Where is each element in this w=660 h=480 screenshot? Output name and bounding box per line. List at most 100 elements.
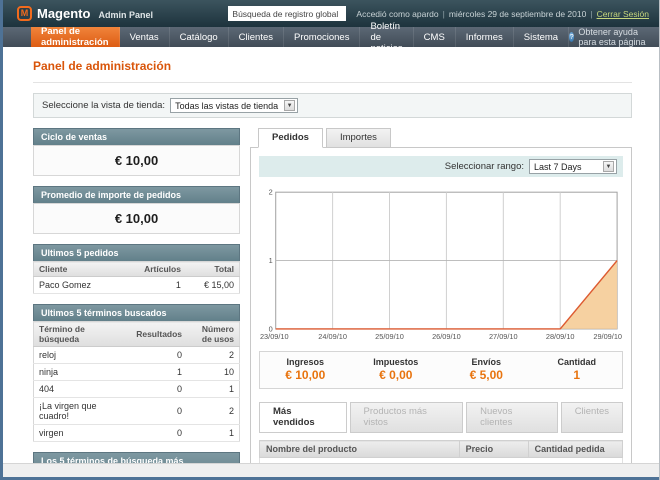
svg-text:26/09/10: 26/09/10 <box>432 332 461 341</box>
total-value: € 5,00 <box>469 368 503 382</box>
current-date: miércoles 29 de septiembre de 2010 <box>448 8 587 19</box>
nav-item-5[interactable]: Boletín de noticias <box>360 21 414 54</box>
svg-text:29/09/10: 29/09/10 <box>593 332 622 341</box>
cell: 0 <box>131 380 188 398</box>
logout-link[interactable]: Cerrar Sesión <box>596 8 649 19</box>
svg-text:0: 0 <box>269 324 273 333</box>
total-value: 1 <box>573 368 581 382</box>
average-orders-module: Promedio de importe de pedidos € 10,00 <box>33 186 240 234</box>
store-view-value: Todas las vistas de tienda <box>175 100 279 111</box>
tab-1[interactable]: Importes <box>325 128 391 148</box>
average-orders-value: € 10,00 <box>33 203 240 234</box>
dashboard-main: Pedidos Importes Seleccionar rango: Last … <box>250 128 632 480</box>
cell: 404 <box>33 380 132 398</box>
range-selector-bar: Seleccionar rango: Last 7 Days ▼ <box>259 156 623 177</box>
svg-text:1: 1 <box>269 256 273 265</box>
cell: 2 <box>187 397 240 425</box>
total-cantidad: Cantidad 1 <box>532 357 623 382</box>
cell: 1 <box>131 363 188 381</box>
range-select[interactable]: Last 7 Days ▼ <box>529 159 617 174</box>
nav-item-0[interactable]: Panel de administración <box>31 26 120 48</box>
last-search-terms-table: Término de búsqueda Resultados Número de u… <box>33 321 240 442</box>
column-header: Número de usos <box>187 321 240 347</box>
tab-0[interactable]: Pedidos <box>258 128 323 148</box>
module-title: Ultimos 5 términos buscados <box>33 304 240 321</box>
main-nav: Panel de administración Ventas Catálogo Cli… <box>31 21 570 54</box>
table-row[interactable]: virgen 0 1 <box>33 424 240 442</box>
nav-item-3[interactable]: Clientes <box>229 27 284 47</box>
svg-text:28/09/10: 28/09/10 <box>546 332 575 341</box>
total-value: € 10,00 <box>285 368 326 382</box>
column-header: Cliente <box>33 261 137 277</box>
cell: reloj <box>33 346 132 364</box>
table-row[interactable]: 404 0 1 <box>33 380 240 398</box>
last-orders-table: Cliente Artículos Total Paco Gomez 1 € 15,00 <box>33 261 240 294</box>
cell: 2 <box>187 346 240 364</box>
module-title: Promedio de importe de pedidos <box>33 186 240 203</box>
brand-name: Magento <box>37 6 91 21</box>
store-view-switcher: Seleccione la vista de tienda: Todas las… <box>33 93 632 118</box>
footer-band <box>3 463 659 477</box>
chart-tabs: Pedidos Importes <box>250 128 632 148</box>
cell: € 15,00 <box>185 276 240 294</box>
module-title: Ciclo de ventas <box>33 128 240 145</box>
total-ingresos: Ingresos € 10,00 <box>260 357 351 382</box>
svg-text:25/09/10: 25/09/10 <box>375 332 404 341</box>
column-header: Artículos <box>136 261 186 277</box>
nav-item-8[interactable]: Sistema <box>514 27 570 47</box>
chevron-down-icon: ▼ <box>603 161 614 172</box>
store-view-select[interactable]: Todas las vistas de tienda ▼ <box>170 98 299 113</box>
page-title: Panel de administración <box>33 56 632 83</box>
column-header: Precio <box>458 440 529 458</box>
svg-text:27/09/10: 27/09/10 <box>489 332 518 341</box>
magento-logo-icon: M <box>17 6 32 21</box>
tab-2: Nuevos clientes <box>466 402 558 433</box>
table-row[interactable]: reloj 0 2 <box>33 346 240 364</box>
table-row[interactable]: Paco Gomez 1 € 15,00 <box>33 276 240 294</box>
cell: 0 <box>131 397 188 425</box>
store-view-label: Seleccione la vista de tienda: <box>42 100 166 111</box>
totals-bar: Ingresos € 10,00 Impuestos € 0,00 Envíos € 5,… <box>259 351 623 389</box>
total-label: Envíos <box>471 357 501 367</box>
dashboard-sidebar: Ciclo de ventas € 10,00 Promedio de impo… <box>33 128 240 480</box>
cell: 1 <box>187 424 240 442</box>
nav-item-1[interactable]: Ventas <box>120 27 170 47</box>
total-impuestos: Impuestos € 0,00 <box>351 357 442 382</box>
lifetime-sales-module: Ciclo de ventas € 10,00 <box>33 128 240 176</box>
module-title: Ultimos 5 pedidos <box>33 244 240 261</box>
svg-text:23/09/10: 23/09/10 <box>260 332 289 341</box>
tab-0[interactable]: Más vendidos <box>259 402 347 433</box>
content-area: Panel de administración Seleccione la vi… <box>3 47 659 480</box>
cell: ¡La virgen que cuadro! <box>33 397 132 425</box>
global-search-input[interactable] <box>228 6 347 21</box>
cell: 1 <box>136 276 186 294</box>
dashboard-panel: Seleccionar rango: Last 7 Days ▼ 0 1 2 23/0… <box>250 147 632 480</box>
meta-separator: | <box>442 8 445 19</box>
orders-chart-wrap: 0 1 2 23/09/10 24/09/10 25/09/10 26/09/10 27/09… <box>259 185 623 343</box>
cell: virgen <box>33 424 132 442</box>
nav-item-6[interactable]: CMS <box>414 27 456 47</box>
range-label: Seleccionar rango: <box>444 161 524 172</box>
cell: Paco Gomez <box>33 276 137 294</box>
orders-chart: 0 1 2 23/09/10 24/09/10 25/09/10 26/09/10 27/09… <box>260 188 622 341</box>
meta-separator: | <box>590 8 593 19</box>
header-meta: Accedió como apardo | miércoles 29 de se… <box>356 9 649 19</box>
column-header: Cantidad pedida <box>527 440 624 458</box>
nav-item-2[interactable]: Catálogo <box>170 27 229 47</box>
total-label: Cantidad <box>557 357 596 367</box>
total-value: € 0,00 <box>379 368 413 382</box>
tab-1: Productos más vistos <box>349 402 464 433</box>
report-tabs: Más vendidos Productos más vistos Nuevos c… <box>259 402 624 433</box>
help-link[interactable]: ? Obtener ayuda para esta página <box>569 27 647 47</box>
nav-item-4[interactable]: Promociones <box>284 27 361 47</box>
total-label: Impuestos <box>373 357 419 367</box>
table-row[interactable]: ninja 1 10 <box>33 363 240 381</box>
tab-3: Clientes <box>560 402 624 433</box>
range-value: Last 7 Days <box>534 161 582 172</box>
nav-item-7[interactable]: Informes <box>456 27 514 47</box>
total-envíos: Envíos € 5,00 <box>441 357 532 382</box>
column-header: Término de búsqueda <box>33 321 132 347</box>
cell: 1 <box>187 380 240 398</box>
table-row[interactable]: ¡La virgen que cuadro! 0 2 <box>33 397 240 425</box>
